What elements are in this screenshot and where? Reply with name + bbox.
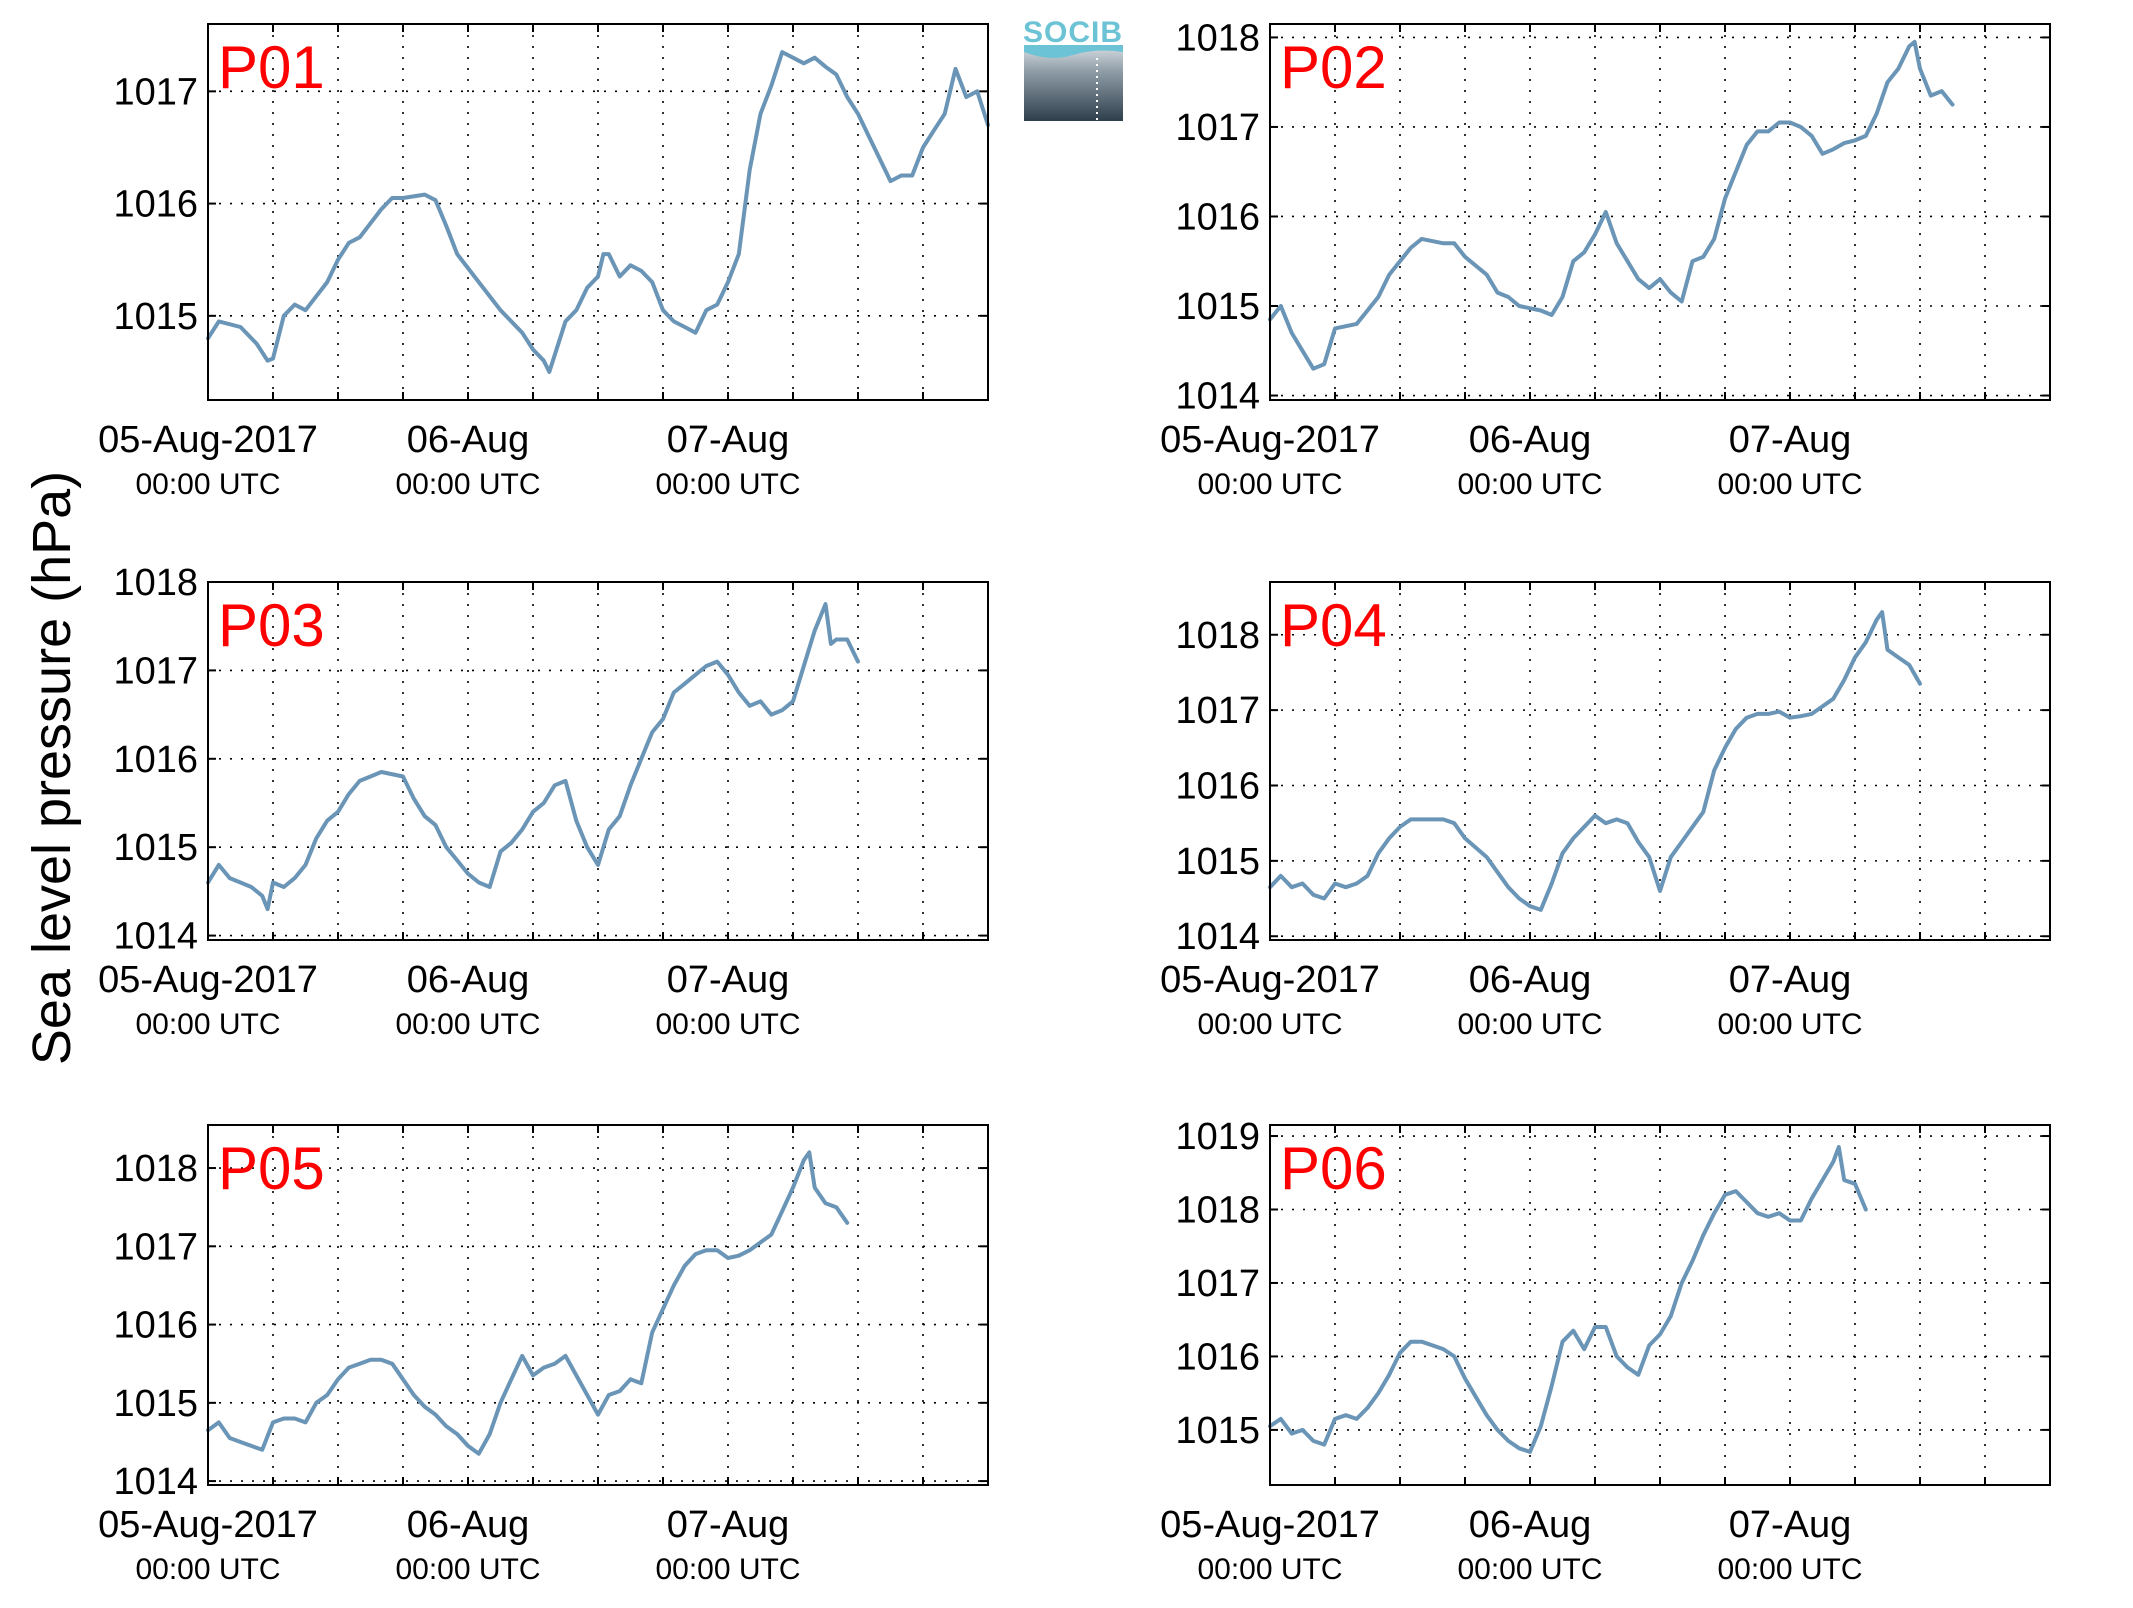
chart-panel-p03: 1014 1015 1016 1017 1018 05-Aug-2017 00:00 UTC…	[98, 562, 989, 1041]
chart-panel-p06: 1015 1016 1017 1018 1019 05-Aug-2017 00:00 UTC…	[1160, 1116, 2051, 1586]
x-tick-label-time: 00:00 UTC	[1717, 1553, 1862, 1586]
x-tick-label-time: 00:00 UTC	[135, 468, 280, 501]
x-tick-label-time: 00:00 UTC	[1717, 1008, 1862, 1041]
y-tick-label: 1016	[113, 1305, 198, 1347]
x-tick-label-date: 05-Aug-2017	[1160, 959, 1380, 1001]
x-tick-label-time: 00:00 UTC	[1457, 1553, 1602, 1586]
x-tick-label-time: 00:00 UTC	[1197, 1008, 1342, 1041]
panel-label: P05	[218, 1135, 325, 1202]
y-tick-label: 1017	[113, 71, 198, 113]
x-tick-label-date: 06-Aug	[1469, 419, 1592, 461]
series-line	[206, 1150, 850, 1456]
x-tick-label-date: 07-Aug	[1729, 419, 1852, 461]
x-tick-label-date: 07-Aug	[667, 419, 790, 461]
y-tick-label: 1016	[1175, 765, 1260, 807]
x-tick-label-time: 00:00 UTC	[655, 468, 800, 501]
x-tick-label-date: 05-Aug-2017	[1160, 1504, 1380, 1546]
x-tick-label-time: 00:00 UTC	[1457, 468, 1602, 501]
x-tick-label-time: 00:00 UTC	[655, 1008, 800, 1041]
socib-logo: SOCIB	[1023, 16, 1123, 121]
x-tick-label-time: 00:00 UTC	[135, 1553, 280, 1586]
x-tick-label-date: 07-Aug	[667, 959, 790, 1001]
x-tick-label-date: 05-Aug-2017	[1160, 419, 1380, 461]
x-tick-label-time: 00:00 UTC	[1717, 468, 1862, 501]
logo-text: SOCIB	[1023, 16, 1123, 49]
logo-wave-icon	[1024, 45, 1123, 58]
x-tick-label-time: 00:00 UTC	[395, 1008, 540, 1041]
x-tick-label-date: 05-Aug-2017	[98, 959, 318, 1001]
chart-panel-p01: 1015 1016 1017 05-Aug-2017 00:00 UTC 06-Aug 00…	[98, 23, 990, 501]
x-tick-label-date: 07-Aug	[667, 1504, 790, 1546]
y-tick-label: 1018	[113, 1148, 198, 1190]
axes-frame	[1269, 1124, 2051, 1486]
y-axis-label: Sea level pressure (hPa)	[22, 471, 82, 1065]
x-tick-label-date: 05-Aug-2017	[98, 1504, 318, 1546]
y-tick-label: 1014	[1175, 376, 1260, 418]
x-tick-label-date: 05-Aug-2017	[98, 419, 318, 461]
x-tick-label-date: 06-Aug	[1469, 959, 1592, 1001]
panel-label: P02	[1280, 34, 1387, 101]
axes-frame	[207, 1124, 989, 1486]
y-tick-label: 1017	[1175, 1263, 1260, 1305]
y-tick-label: 1016	[113, 184, 198, 226]
y-tick-label: 1014	[1175, 916, 1260, 958]
y-tick-label: 1015	[1175, 1410, 1260, 1452]
y-tick-label: 1018	[1175, 615, 1260, 657]
x-tick-label-date: 06-Aug	[407, 1504, 530, 1546]
y-tick-label: 1016	[1175, 196, 1260, 238]
panels-container: 1015 1016 1017 05-Aug-2017 00:00 UTC 06-Aug 00…	[98, 17, 2051, 1586]
x-tick-label-time: 00:00 UTC	[1197, 468, 1342, 501]
y-tick-label: 1015	[1175, 286, 1260, 328]
x-tick-label-time: 00:00 UTC	[1457, 1008, 1602, 1041]
y-tick-label: 1016	[1175, 1336, 1260, 1378]
y-tick-label: 1018	[113, 562, 198, 604]
y-tick-label: 1014	[113, 916, 198, 958]
series-line	[1268, 39, 1955, 371]
x-tick-label-date: 06-Aug	[407, 419, 530, 461]
y-tick-label: 1014	[113, 1461, 198, 1503]
x-tick-label-time: 00:00 UTC	[1197, 1553, 1342, 1586]
y-tick-label: 1015	[113, 296, 198, 338]
axes-frame	[207, 581, 989, 941]
series-line	[1268, 1145, 1868, 1454]
panel-label: P01	[218, 34, 325, 101]
x-tick-label-time: 00:00 UTC	[655, 1553, 800, 1586]
y-tick-label: 1016	[113, 739, 198, 781]
chart-panel-p02: 1014 1015 1016 1017 1018 05-Aug-2017 00:00 UTC…	[1160, 17, 2051, 501]
panel-label: P06	[1280, 1135, 1387, 1202]
series-line	[1268, 610, 1922, 912]
x-tick-label-date: 06-Aug	[1469, 1504, 1592, 1546]
series-line	[206, 50, 990, 374]
x-tick-label-date: 07-Aug	[1729, 959, 1852, 1001]
chart-panel-p04: 1014 1015 1016 1017 1018 05-Aug-2017 00:00 UTC…	[1160, 581, 2051, 1041]
y-tick-label: 1017	[1175, 107, 1260, 149]
y-tick-label: 1017	[1175, 690, 1260, 732]
panel-label: P03	[218, 592, 325, 659]
y-tick-label: 1019	[1175, 1116, 1260, 1158]
panel-label: P04	[1280, 592, 1387, 659]
y-tick-label: 1017	[113, 650, 198, 692]
x-tick-label-time: 00:00 UTC	[395, 1553, 540, 1586]
y-tick-label: 1018	[1175, 1189, 1260, 1231]
x-tick-label-date: 06-Aug	[407, 959, 530, 1001]
x-tick-label-time: 00:00 UTC	[135, 1008, 280, 1041]
y-tick-label: 1015	[113, 827, 198, 869]
x-tick-label-time: 00:00 UTC	[395, 468, 540, 501]
y-tick-label: 1015	[113, 1383, 198, 1425]
y-tick-label: 1017	[113, 1226, 198, 1268]
y-tick-label: 1015	[1175, 841, 1260, 883]
logo-block	[1024, 45, 1123, 121]
y-tick-label: 1018	[1175, 17, 1260, 59]
x-tick-label-date: 07-Aug	[1729, 1504, 1852, 1546]
chart-panel-p05: 1014 1015 1016 1017 1018 05-Aug-2017 00:00 UTC…	[98, 1124, 989, 1586]
series-line	[206, 602, 860, 912]
